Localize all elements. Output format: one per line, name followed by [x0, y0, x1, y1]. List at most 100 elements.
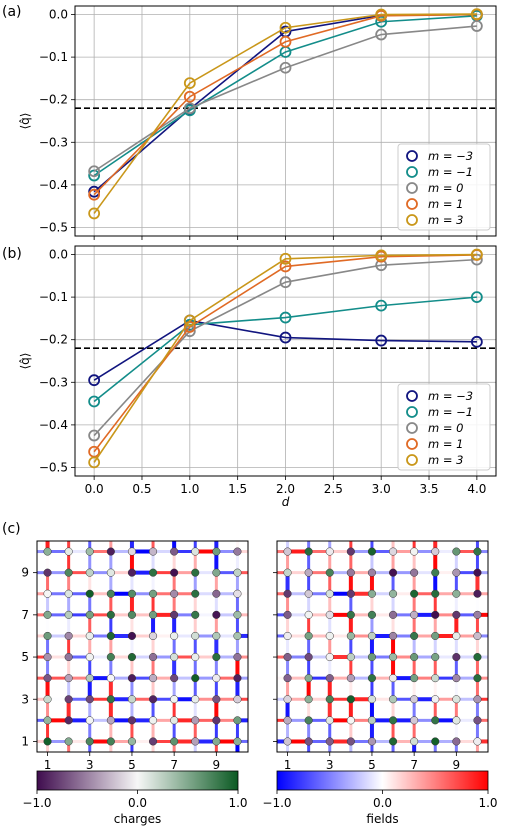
- charge-node: [431, 716, 440, 725]
- charge-node: [410, 568, 419, 577]
- legend-label: m = 1: [428, 197, 463, 211]
- charge-node: [43, 547, 52, 556]
- plot-frame: [74, 245, 497, 477]
- charge-node: [325, 716, 334, 725]
- charge-node: [191, 737, 200, 746]
- charge-node: [85, 716, 94, 725]
- charge-node: [325, 653, 334, 662]
- charge-node: [325, 695, 334, 704]
- charge-node: [127, 589, 136, 598]
- data-point: [279, 61, 292, 74]
- charge-node: [191, 589, 200, 598]
- charge-node: [410, 653, 419, 662]
- charge-node: [431, 653, 440, 662]
- charge-node: [473, 674, 482, 683]
- data-point: [88, 429, 101, 442]
- charge-node: [149, 589, 158, 598]
- y-tick-label: −0.3: [39, 375, 68, 389]
- charge-node: [367, 589, 377, 598]
- charge-node: [43, 674, 52, 683]
- charge-node: [389, 653, 398, 662]
- charge-node: [64, 610, 73, 619]
- charge-node: [191, 610, 200, 619]
- charge-node: [304, 631, 313, 641]
- charge-node: [170, 653, 179, 662]
- charge-node: [431, 568, 440, 577]
- charge-node: [410, 716, 419, 725]
- charge-node: [367, 610, 377, 619]
- charge-node: [85, 610, 94, 619]
- legend-marker: [406, 454, 418, 466]
- charge-node: [149, 568, 158, 577]
- data-point: [279, 311, 292, 324]
- charge-node: [64, 737, 73, 746]
- y-axis-label: ⟨q̂⟩: [18, 113, 32, 130]
- charge-node: [43, 610, 52, 619]
- x-tick-label: 9: [453, 758, 461, 772]
- legend-marker: [406, 422, 418, 434]
- charge-node: [367, 631, 377, 641]
- charge-node: [64, 547, 73, 556]
- charge-node: [367, 653, 377, 662]
- charge-node: [389, 674, 398, 683]
- plot-frame: [74, 5, 497, 237]
- legend: [397, 383, 491, 471]
- charge-node: [304, 547, 313, 556]
- charge-node: [452, 568, 461, 577]
- charge-node: [283, 631, 292, 641]
- data-point: [470, 20, 483, 32]
- x-tick-label: 7: [410, 758, 418, 772]
- charge-node: [283, 568, 292, 577]
- data-point: [279, 21, 292, 34]
- charge-node: [473, 716, 482, 725]
- data-point: [375, 28, 388, 41]
- charge-node: [106, 547, 115, 556]
- charge-node: [304, 568, 313, 577]
- data-point: [183, 77, 196, 89]
- panel-label-c: (c): [2, 521, 21, 537]
- y-tick-label: −0.5: [39, 460, 68, 474]
- charge-node: [106, 737, 115, 746]
- colorbar-tick-label: −1.0: [262, 796, 291, 810]
- y-tick-label: 7: [21, 608, 29, 622]
- charge-node: [170, 716, 179, 725]
- charge-node: [389, 610, 398, 619]
- x-tick-label: 1.5: [228, 482, 247, 496]
- y-tick-label: 9: [21, 566, 29, 580]
- legend-label: m = 3: [428, 213, 463, 227]
- charge-node: [283, 695, 292, 704]
- charge-node: [170, 695, 179, 704]
- y-tick-label: −0.5: [39, 220, 68, 234]
- charge-node: [346, 589, 355, 598]
- charge-node: [85, 589, 94, 598]
- charge-node: [127, 610, 136, 619]
- legend-marker: [406, 182, 418, 194]
- charge-node: [212, 547, 221, 556]
- charge-node: [149, 737, 158, 746]
- charge-node: [106, 716, 115, 725]
- data-point: [88, 188, 101, 201]
- charge-node: [389, 695, 398, 704]
- data-point: [375, 249, 388, 262]
- charge-node: [431, 547, 440, 556]
- charge-node: [64, 568, 73, 577]
- legend-marker: [406, 166, 418, 178]
- charge-node: [431, 610, 440, 619]
- charge-node: [64, 653, 73, 662]
- charge-node: [43, 737, 52, 746]
- x-tick-label: 1: [284, 758, 292, 772]
- x-tick-label: 5: [368, 758, 376, 772]
- charge-node: [106, 631, 115, 641]
- charge-node: [170, 547, 179, 556]
- charge-node: [367, 674, 377, 683]
- charge-node: [452, 674, 461, 683]
- charge-node: [452, 716, 461, 725]
- charge-node: [346, 547, 355, 556]
- charge-node: [473, 737, 482, 746]
- charge-node: [325, 674, 334, 683]
- charge-node: [283, 589, 292, 598]
- charge-node: [43, 716, 52, 725]
- charge-node: [452, 631, 461, 641]
- y-tick-label: 0.0: [49, 8, 68, 22]
- charge-node: [127, 547, 136, 556]
